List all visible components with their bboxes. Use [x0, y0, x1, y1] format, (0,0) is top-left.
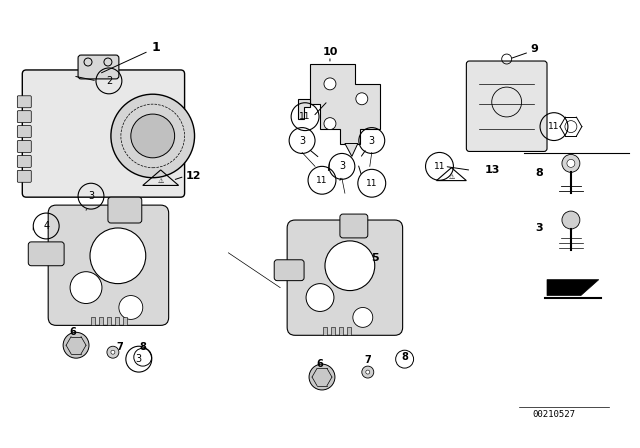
- Polygon shape: [323, 327, 327, 335]
- Polygon shape: [91, 318, 95, 325]
- Text: 11: 11: [366, 179, 378, 188]
- Polygon shape: [347, 327, 351, 335]
- Text: 8: 8: [140, 342, 146, 352]
- Text: 2: 2: [106, 76, 112, 86]
- Polygon shape: [310, 64, 380, 143]
- FancyBboxPatch shape: [274, 260, 304, 280]
- Polygon shape: [107, 318, 111, 325]
- Circle shape: [90, 228, 146, 284]
- Circle shape: [111, 94, 195, 178]
- Polygon shape: [331, 327, 335, 335]
- Circle shape: [562, 211, 580, 229]
- Circle shape: [131, 114, 175, 158]
- Text: 3: 3: [299, 136, 305, 146]
- Text: 11: 11: [316, 176, 328, 185]
- FancyBboxPatch shape: [108, 197, 142, 223]
- Text: 1: 1: [151, 41, 160, 54]
- Text: 3: 3: [535, 223, 543, 233]
- Circle shape: [324, 118, 336, 129]
- Text: 5: 5: [371, 253, 379, 263]
- FancyBboxPatch shape: [78, 55, 119, 79]
- Text: 10: 10: [323, 47, 338, 57]
- Text: 8: 8: [535, 168, 543, 178]
- Text: 00210527: 00210527: [532, 410, 575, 419]
- Circle shape: [63, 332, 89, 358]
- Polygon shape: [123, 318, 127, 325]
- Circle shape: [324, 78, 336, 90]
- Circle shape: [362, 366, 374, 378]
- Circle shape: [309, 364, 335, 390]
- FancyBboxPatch shape: [17, 141, 31, 152]
- Text: 7: 7: [364, 355, 371, 365]
- Text: 11: 11: [434, 162, 445, 171]
- Text: 8: 8: [401, 352, 408, 362]
- FancyBboxPatch shape: [22, 70, 184, 197]
- Circle shape: [70, 271, 102, 303]
- Polygon shape: [298, 99, 310, 119]
- Text: 9: 9: [530, 44, 538, 54]
- Polygon shape: [339, 327, 343, 335]
- Text: 3: 3: [88, 191, 94, 201]
- Circle shape: [366, 370, 370, 374]
- FancyBboxPatch shape: [340, 214, 368, 238]
- FancyBboxPatch shape: [28, 242, 64, 266]
- FancyBboxPatch shape: [17, 96, 31, 108]
- Text: 11: 11: [300, 112, 311, 121]
- Circle shape: [356, 93, 368, 105]
- Circle shape: [353, 307, 372, 327]
- Circle shape: [119, 296, 143, 319]
- Text: 11: 11: [548, 122, 560, 131]
- Circle shape: [562, 155, 580, 172]
- FancyBboxPatch shape: [287, 220, 403, 335]
- Text: 7: 7: [116, 342, 123, 352]
- Text: 13: 13: [484, 165, 500, 175]
- Circle shape: [107, 346, 119, 358]
- Text: 3: 3: [339, 161, 345, 171]
- Polygon shape: [345, 143, 358, 156]
- Text: ⚠: ⚠: [448, 174, 454, 180]
- FancyBboxPatch shape: [467, 61, 547, 151]
- FancyBboxPatch shape: [48, 205, 169, 325]
- Circle shape: [567, 159, 575, 168]
- Text: 3: 3: [136, 354, 142, 364]
- FancyBboxPatch shape: [17, 155, 31, 168]
- FancyBboxPatch shape: [17, 125, 31, 138]
- Text: 6: 6: [317, 359, 323, 369]
- Polygon shape: [99, 318, 103, 325]
- Text: 6: 6: [70, 327, 76, 337]
- FancyBboxPatch shape: [17, 111, 31, 123]
- Text: ⚠: ⚠: [157, 178, 164, 184]
- Text: 12: 12: [186, 171, 201, 181]
- Circle shape: [306, 284, 334, 311]
- Text: 4: 4: [43, 221, 49, 231]
- Circle shape: [111, 350, 115, 354]
- Polygon shape: [115, 318, 119, 325]
- FancyBboxPatch shape: [17, 170, 31, 182]
- Circle shape: [325, 241, 375, 291]
- Text: 3: 3: [369, 136, 375, 146]
- Polygon shape: [547, 280, 599, 296]
